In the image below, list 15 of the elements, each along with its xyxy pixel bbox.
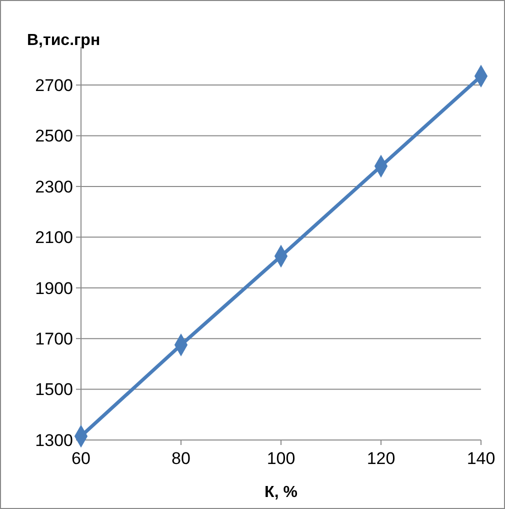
- y-tick-label: 2100: [35, 228, 73, 248]
- y-tick-label: 1700: [35, 330, 73, 349]
- x-tick-label: 120: [366, 449, 396, 468]
- y-tick-label: 1900: [35, 278, 73, 298]
- y-tick-label: 1300: [35, 430, 73, 450]
- x-tick-label: 80: [172, 449, 190, 468]
- x-tick-label: 60: [72, 449, 90, 468]
- y-tick-label: 2500: [35, 126, 73, 146]
- x-tick-label: 100: [266, 449, 296, 468]
- x-tick-label: 140: [466, 449, 496, 468]
- x-axis-title: К, %: [264, 484, 298, 501]
- y-tick-label: 1500: [35, 380, 73, 400]
- y-tick-label: 2300: [35, 177, 73, 196]
- y-tick-label: 2700: [35, 76, 73, 95]
- y-axis-title: В,тис.грн: [27, 32, 100, 49]
